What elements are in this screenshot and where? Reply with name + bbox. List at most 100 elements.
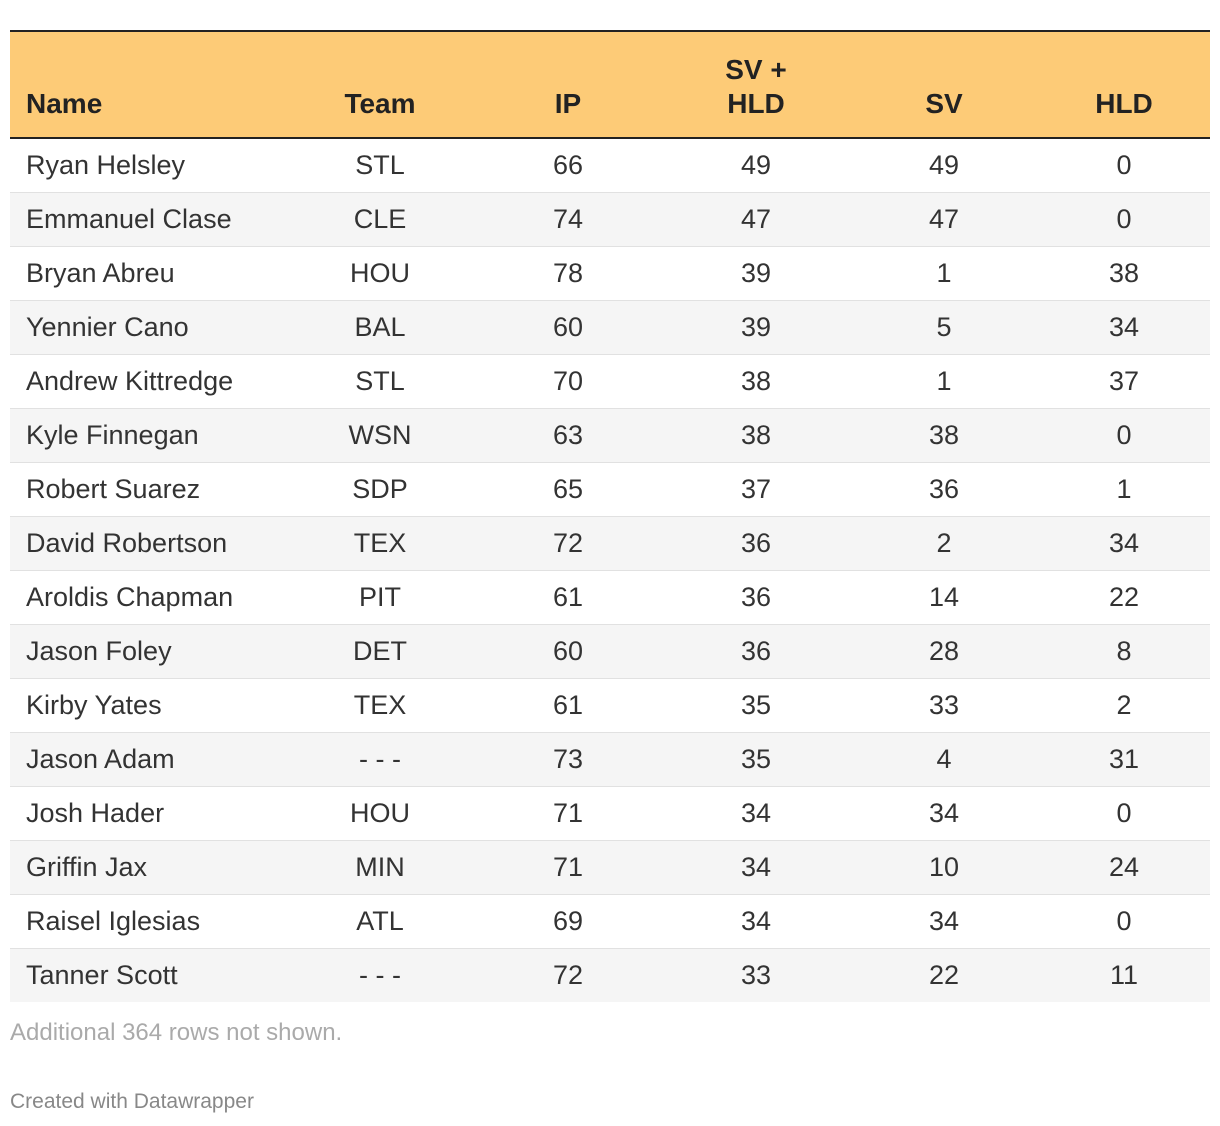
cell-team: ATL	[286, 894, 474, 949]
cell-sv-hld: 36	[662, 624, 850, 679]
table-row: Aroldis Chapman PIT 61 36 14 22	[10, 570, 1210, 625]
cell-ip: 74	[474, 192, 662, 247]
cell-sv: 1	[850, 354, 1038, 409]
cell-hld: 2	[1038, 678, 1210, 733]
cell-hld: 0	[1038, 408, 1210, 463]
cell-ip: 61	[474, 570, 662, 625]
column-header-team[interactable]: Team	[286, 30, 474, 139]
cell-team: SDP	[286, 462, 474, 517]
cell-team: BAL	[286, 300, 474, 355]
cell-hld: 0	[1038, 786, 1210, 841]
cell-sv-hld: 38	[662, 354, 850, 409]
table-row: Andrew Kittredge STL 70 38 1 37	[10, 354, 1210, 409]
cell-sv-hld: 39	[662, 246, 850, 301]
cell-ip: 78	[474, 246, 662, 301]
table-row: Kirby Yates TEX 61 35 33 2	[10, 678, 1210, 733]
cell-name: Emmanuel Clase	[10, 192, 286, 247]
cell-team: - - -	[286, 732, 474, 787]
cell-team: MIN	[286, 840, 474, 895]
cell-sv: 2	[850, 516, 1038, 571]
cell-ip: 72	[474, 948, 662, 1002]
cell-team: TEX	[286, 678, 474, 733]
cell-ip: 60	[474, 624, 662, 679]
cell-ip: 71	[474, 840, 662, 895]
datawrapper-credit: Created with Datawrapper	[10, 1090, 254, 1113]
cell-team: STL	[286, 354, 474, 409]
table-row: Jason Foley DET 60 36 28 8	[10, 624, 1210, 679]
cell-name: Josh Hader	[10, 786, 286, 841]
table-row: Jason Adam - - -73 35 4 31	[10, 732, 1210, 787]
cell-ip: 71	[474, 786, 662, 841]
cell-hld: 22	[1038, 570, 1210, 625]
cell-team: DET	[286, 624, 474, 679]
cell-name: Jason Foley	[10, 624, 286, 679]
column-header-ip[interactable]: IP	[474, 30, 662, 139]
table-header-row: Name Team IP SV + HLD SV HLD	[10, 30, 1210, 139]
cell-ip: 72	[474, 516, 662, 571]
cell-hld: 0	[1038, 894, 1210, 949]
cell-name: Andrew Kittredge	[10, 354, 286, 409]
cell-name: Kyle Finnegan	[10, 408, 286, 463]
cell-name: Tanner Scott	[10, 948, 286, 1002]
cell-hld: 31	[1038, 732, 1210, 787]
cell-team: STL	[286, 138, 474, 193]
cell-name: Robert Suarez	[10, 462, 286, 517]
cell-ip: 63	[474, 408, 662, 463]
cell-team: HOU	[286, 246, 474, 301]
cell-sv-hld: 34	[662, 786, 850, 841]
cell-hld: 24	[1038, 840, 1210, 895]
cell-sv: 10	[850, 840, 1038, 895]
cell-sv-hld: 39	[662, 300, 850, 355]
cell-sv-hld: 38	[662, 408, 850, 463]
cell-sv: 38	[850, 408, 1038, 463]
cell-team: - - -	[286, 948, 474, 1002]
cell-sv: 47	[850, 192, 1038, 247]
cell-sv-hld: 47	[662, 192, 850, 247]
cell-sv-hld: 35	[662, 732, 850, 787]
cell-name: Bryan Abreu	[10, 246, 286, 301]
cell-name: Raisel Iglesias	[10, 894, 286, 949]
table-row: Griffin Jax MIN 71 34 10 24	[10, 840, 1210, 895]
column-header-name[interactable]: Name	[10, 30, 286, 139]
table-body: Ryan Helsley STL 66 49 49 0 Emmanuel Clase CLE 7…	[10, 138, 1210, 1002]
cell-sv: 33	[850, 678, 1038, 733]
cell-team: HOU	[286, 786, 474, 841]
cell-name: Griffin Jax	[10, 840, 286, 895]
column-header-hld[interactable]: HLD	[1038, 30, 1210, 139]
cell-sv: 28	[850, 624, 1038, 679]
cell-hld: 11	[1038, 948, 1210, 1002]
cell-sv-hld: 36	[662, 570, 850, 625]
cell-hld: 34	[1038, 300, 1210, 355]
table-row: Raisel Iglesias ATL 69 34 34 0	[10, 894, 1210, 949]
pitcher-stats-table: Name Team IP SV + HLD SV HLD Ryan Helsle…	[10, 30, 1210, 1002]
table-row: Emmanuel Clase CLE 74 47 47 0	[10, 192, 1210, 247]
table-row: Bryan Abreu HOU 78 39 1 38	[10, 246, 1210, 301]
column-header-sv-hld[interactable]: SV + HLD	[662, 30, 850, 139]
cell-sv-hld: 33	[662, 948, 850, 1002]
cell-ip: 66	[474, 138, 662, 193]
cell-name: Aroldis Chapman	[10, 570, 286, 625]
cell-hld: 34	[1038, 516, 1210, 571]
column-header-sv[interactable]: SV	[850, 30, 1038, 139]
table-row: Yennier Cano BAL 60 39 5 34	[10, 300, 1210, 355]
table-row: Ryan Helsley STL 66 49 49 0	[10, 138, 1210, 193]
cell-sv-hld: 35	[662, 678, 850, 733]
cell-team: PIT	[286, 570, 474, 625]
cell-sv: 22	[850, 948, 1038, 1002]
cell-ip: 60	[474, 300, 662, 355]
cell-name: Kirby Yates	[10, 678, 286, 733]
cell-sv: 36	[850, 462, 1038, 517]
table-notes: Additional 364 rows not shown.	[10, 1019, 343, 1046]
cell-name: David Robertson	[10, 516, 286, 571]
cell-ip: 65	[474, 462, 662, 517]
cell-ip: 69	[474, 894, 662, 949]
cell-sv: 1	[850, 246, 1038, 301]
cell-hld: 0	[1038, 138, 1210, 193]
cell-ip: 70	[474, 354, 662, 409]
cell-ip: 73	[474, 732, 662, 787]
cell-sv: 14	[850, 570, 1038, 625]
cell-hld: 38	[1038, 246, 1210, 301]
cell-name: Yennier Cano	[10, 300, 286, 355]
cell-hld: 8	[1038, 624, 1210, 679]
cell-team: TEX	[286, 516, 474, 571]
